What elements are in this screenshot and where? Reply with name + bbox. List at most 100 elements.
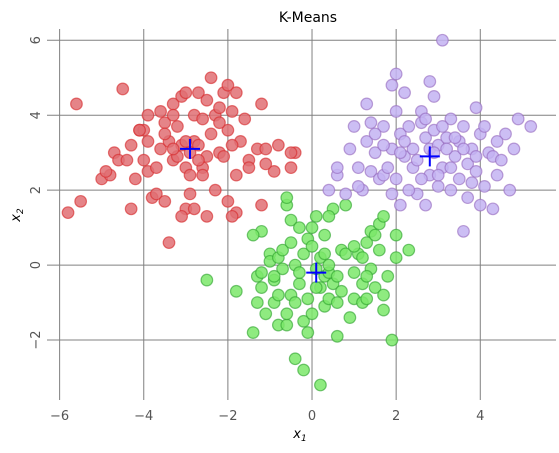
x-axis-label: x1	[292, 427, 306, 444]
cluster-2-point	[360, 236, 374, 250]
cluster-1-point	[255, 97, 268, 111]
cluster-2-point	[339, 198, 353, 212]
cluster-1-point	[149, 187, 163, 201]
cluster-2-point	[377, 303, 390, 317]
cluster-1-point	[225, 209, 239, 223]
cluster-2-point	[200, 273, 214, 287]
cluster-1-point	[74, 194, 88, 208]
cluster-2-point	[309, 281, 323, 294]
cluster-3-point	[419, 112, 432, 126]
cluster-1-point	[133, 123, 146, 137]
cluster-3-point	[444, 183, 458, 197]
cluster-1-point	[124, 138, 138, 152]
cluster-1-point	[204, 127, 218, 141]
centroid-marker	[419, 146, 440, 167]
cluster-2-point	[305, 307, 319, 321]
cluster-3-point	[364, 116, 378, 130]
cluster-2-point	[389, 228, 403, 242]
cluster-1-point	[259, 157, 273, 171]
y-tick-label: −2	[29, 330, 44, 349]
cluster-1-point	[162, 236, 176, 250]
cluster-1-point	[204, 71, 218, 85]
cluster-1-point	[229, 86, 243, 100]
cluster-3-point	[465, 176, 479, 190]
cluster-3-point	[385, 187, 399, 201]
cluster-3-point	[473, 198, 487, 212]
cluster-2-point	[246, 228, 260, 242]
cluster-3-point	[377, 120, 390, 133]
cluster-3-point	[457, 120, 470, 133]
cluster-3-point	[431, 179, 445, 193]
cluster-1-point	[271, 138, 285, 152]
cluster-2-point	[330, 329, 344, 343]
cluster-1-point	[128, 172, 142, 186]
cluster-3-point	[494, 153, 508, 167]
cluster-3-point	[469, 165, 483, 178]
cluster-3-point	[436, 120, 449, 133]
cluster-2-point	[360, 269, 374, 283]
cluster-2-point	[276, 262, 289, 276]
cluster-1-point	[175, 209, 189, 223]
x-tick-label: 0	[308, 409, 316, 424]
cluster-1-point	[221, 194, 235, 208]
cluster-3-point	[368, 146, 382, 160]
centroid-marker	[180, 138, 201, 159]
cluster-2-point	[356, 251, 369, 264]
centroid-marker	[306, 262, 327, 283]
cluster-1-point	[255, 198, 268, 212]
cluster-3-point	[368, 127, 382, 141]
cluster-2-point	[402, 243, 416, 257]
cluster-3-point	[364, 165, 378, 178]
x-tick-label: 4	[476, 409, 484, 424]
cluster-1-point	[213, 116, 226, 130]
cluster-1-point	[208, 183, 222, 197]
cluster-3-point	[524, 120, 538, 133]
cluster-3-point	[360, 97, 374, 111]
cluster-2-point	[314, 378, 327, 392]
cluster-1-point	[154, 105, 167, 118]
cluster-1-point	[213, 101, 226, 115]
cluster-3-point	[402, 183, 416, 197]
cluster-3-point	[478, 179, 491, 193]
cluster-3-point	[322, 183, 336, 197]
cluster-3-point	[414, 172, 428, 186]
cluster-2-point	[330, 269, 344, 283]
cluster-2-point	[385, 333, 399, 347]
cluster-2-point	[246, 326, 260, 339]
cluster-2-point	[255, 281, 268, 294]
cluster-1-point	[192, 153, 205, 167]
cluster-1-point	[158, 194, 172, 208]
cluster-3-point	[427, 90, 441, 103]
cluster-2-point	[259, 307, 273, 321]
cluster-2-point	[301, 326, 315, 339]
cluster-2-point	[229, 284, 243, 298]
cluster-2-point	[280, 318, 294, 332]
cluster-2-point	[284, 213, 298, 227]
cluster-3-point	[339, 187, 353, 201]
cluster-2-point	[330, 296, 344, 309]
centroids	[180, 138, 440, 283]
cluster-1-point	[225, 138, 239, 152]
cluster-3-point	[389, 105, 403, 118]
cluster-2-point	[301, 292, 315, 306]
cluster-3-point	[499, 127, 512, 141]
cluster-3-point	[385, 78, 399, 92]
cluster-1-point	[196, 168, 210, 182]
chart-title: K-Means	[279, 10, 337, 26]
cluster-1-point	[141, 108, 155, 122]
cluster-2-point	[305, 239, 319, 253]
cluster-1-point	[183, 187, 197, 201]
cluster-3-point	[452, 172, 466, 186]
cluster-1-point	[166, 108, 180, 122]
cluster-3-point	[398, 135, 411, 148]
cluster-2-point	[360, 292, 374, 306]
cluster-1-point	[267, 165, 281, 178]
cluster-1-point	[120, 153, 134, 167]
cluster-3-point	[444, 161, 458, 175]
data-points	[61, 33, 538, 392]
cluster-2-point	[347, 239, 361, 253]
cluster-3-point	[381, 161, 395, 175]
cluster-2-point	[292, 266, 306, 279]
cluster-2-point	[318, 228, 332, 242]
cluster-3-point	[351, 161, 365, 175]
